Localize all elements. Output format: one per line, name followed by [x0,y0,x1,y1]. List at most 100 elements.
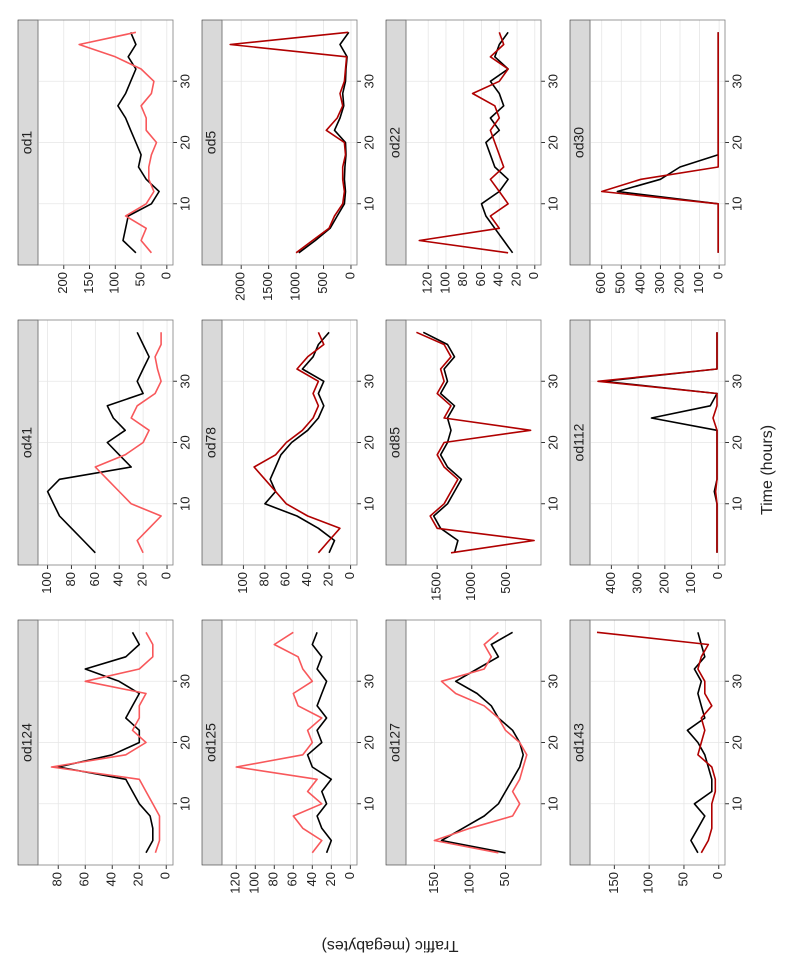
y-tick-label: 50 [132,272,147,286]
y-tick-label: 0 [710,572,725,579]
y-tick-label: 80 [63,572,78,586]
y-tick-label: 20 [131,872,146,886]
y-tick-label: 200 [55,272,70,294]
x-tick-label: 10 [729,197,744,211]
x-tick-label: 10 [361,797,376,811]
x-axis-label: Time (hours) [759,425,776,515]
y-tick-label: 0 [342,272,357,279]
y-tick-label: 20 [323,872,338,886]
y-tick-label: 150 [426,872,441,894]
y-tick-label: 80 [266,872,281,886]
y-tick-label: 100 [235,572,250,594]
y-tick-label: 120 [420,272,435,294]
y-tick-label: 60 [77,872,92,886]
x-tick-label: 20 [545,135,560,149]
x-tick-label: 20 [545,735,560,749]
x-tick-label: 20 [361,135,376,149]
series-line [117,31,160,254]
series-line [596,631,717,854]
y-tick-label: 40 [104,872,119,886]
y-tick-label: 500 [613,272,628,294]
series-line [433,631,528,854]
series-line [418,32,509,254]
series-line [235,631,323,854]
y-tick-label: 400 [603,572,618,594]
series-line [50,631,161,854]
y-tick-label: 80 [256,572,271,586]
series-line [306,632,333,854]
y-tick-label: 0 [158,572,173,579]
y-tick-label: 100 [107,272,122,294]
panel-border [405,619,542,866]
panel-border [37,19,174,266]
y-tick-label: 1500 [429,572,444,601]
panel-border [589,19,726,266]
x-tick-label: 20 [729,435,744,449]
series-line [416,331,535,554]
y-tick-label: 60 [278,572,293,586]
x-tick-label: 10 [361,497,376,511]
y-tick-label: 60 [285,872,300,886]
y-tick-label: 50 [497,872,512,886]
x-tick-label: 30 [361,674,376,688]
y-tick-label: 400 [632,272,647,294]
series-line [264,331,336,554]
y-tick-label: 100 [461,872,476,894]
y-tick-label: 0 [158,872,173,879]
x-tick-label: 20 [545,435,560,449]
y-tick-label: 200 [656,572,671,594]
x-tick-label: 30 [177,674,192,688]
x-tick-label: 30 [545,374,560,388]
y-tick-label: 60 [87,572,102,586]
x-tick-label: 10 [177,797,192,811]
y-tick-label: 150 [606,872,621,894]
series-line [686,632,713,854]
panel-border [37,319,174,566]
y-tick-label: 40 [491,272,506,286]
y-tick-label: 20 [508,272,523,286]
x-tick-label: 20 [361,435,376,449]
y-tick-label: 150 [81,272,96,294]
y-tick-label: 0 [342,572,357,579]
y-tick-label: 0 [711,272,726,279]
panel-border [37,619,174,866]
strip-label: od1 [19,131,35,155]
series-line [253,331,341,554]
y-tick-label: 1000 [463,572,478,601]
y-tick-label: 600 [593,272,608,294]
y-tick-label: 80 [455,272,470,286]
y-axis-label: Traffic (megabytes) [322,937,459,954]
y-tick-label: 40 [111,572,126,586]
panel-border [405,19,542,266]
panel-border [221,19,358,266]
strip-label: od5 [203,131,219,155]
y-tick-label: 20 [135,572,150,586]
x-tick-label: 20 [729,135,744,149]
series-line [78,31,158,254]
y-tick-label: 80 [50,872,65,886]
x-tick-label: 30 [361,74,376,88]
strip-label: od41 [19,427,35,458]
strip-label: od124 [19,723,35,762]
y-tick-label: 60 [473,272,488,286]
strip-label: od78 [203,427,219,458]
y-tick-label: 0 [158,272,173,279]
y-tick-label: 2000 [233,272,248,301]
strip-label: od30 [571,127,587,158]
x-tick-label: 30 [361,374,376,388]
panel-border [221,619,358,866]
series-line [46,331,150,554]
y-tick-label: 500 [315,272,330,294]
panel-border [589,619,726,866]
y-tick-label: 100 [683,572,698,594]
x-tick-label: 10 [545,797,560,811]
y-tick-label: 100 [691,272,706,294]
y-tick-label: 120 [228,872,243,894]
y-tick-label: 100 [641,872,656,894]
strip-label: od85 [387,427,403,458]
strip-label: od143 [571,723,587,762]
x-tick-label: 10 [545,497,560,511]
strip-label: od127 [387,723,403,762]
y-tick-label: 1000 [288,272,303,301]
